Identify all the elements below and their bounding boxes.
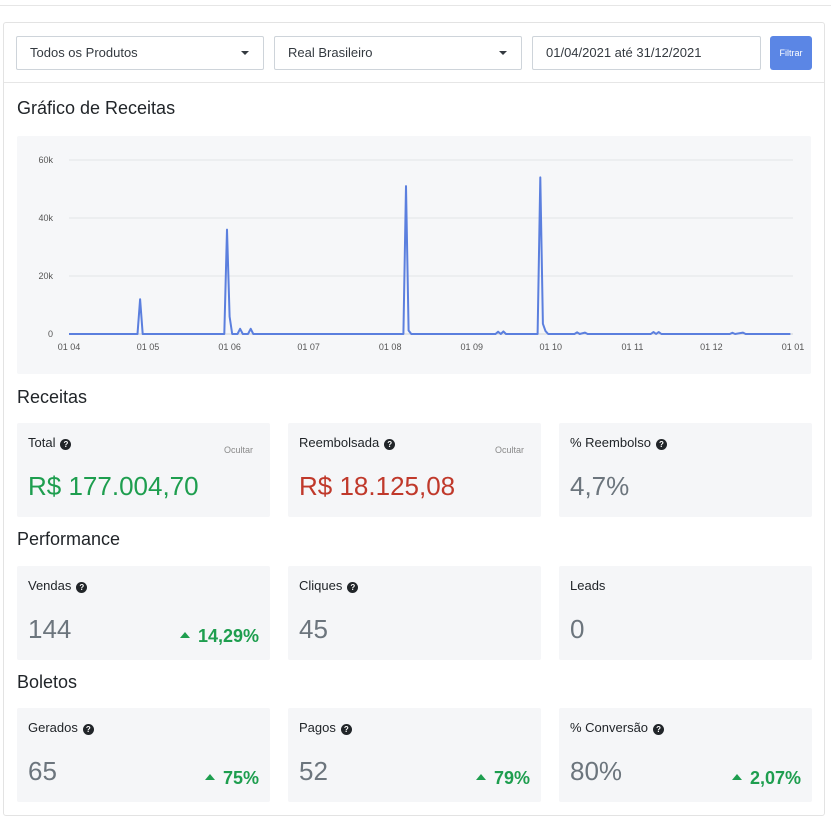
y-tick-label: 40k <box>38 213 53 223</box>
refund-percent-tile: % Reembolso? 4,7% <box>559 423 812 517</box>
help-icon[interactable]: ? <box>340 724 352 735</box>
chart-title: Gráfico de Receitas <box>17 98 176 118</box>
product-select[interactable]: Todos os Produtos <box>16 36 264 70</box>
conversion-tile: % Conversão? 80% 2,07% <box>559 708 812 802</box>
currency-select-value: Real Brasileiro <box>288 45 373 60</box>
refund-percent-label: % Reembolso <box>570 435 651 450</box>
conversion-delta: 2,07% <box>749 768 801 788</box>
leads-value: 0 <box>570 614 585 644</box>
x-tick-label: 01 10 <box>540 342 563 352</box>
clicks-label: Cliques <box>299 578 343 593</box>
x-tick-label: 01 09 <box>461 342 484 352</box>
sales-value: 144 <box>28 614 72 644</box>
product-select-value: Todos os Produtos <box>30 45 138 60</box>
y-tick-label: 60k <box>38 155 53 165</box>
performance-title: Performance <box>17 529 121 549</box>
x-tick-label: 01 06 <box>218 342 241 352</box>
total-revenue-label: Total <box>28 435 56 450</box>
receitas-title: Receitas <box>17 387 88 407</box>
help-icon[interactable]: ? <box>76 582 88 593</box>
paid-boletos-tile: Pagos? 52 79% <box>288 708 541 802</box>
leads-label: Leads <box>570 578 606 593</box>
y-tick-label: 0 <box>48 329 53 339</box>
paid-delta: 79% <box>493 768 530 788</box>
revenue-chart-svg: 0 20k 40k 60k 01 04 01 05 01 06 01 07 01 08 01 09… <box>38 155 805 352</box>
help-icon[interactable]: ? <box>384 439 396 450</box>
help-icon[interactable]: ? <box>82 724 94 735</box>
help-icon[interactable]: ? <box>347 582 359 593</box>
generated-label: Gerados <box>28 720 78 735</box>
x-tick-label: 01 04 <box>58 342 81 352</box>
boletos-title: Boletos <box>17 672 78 692</box>
arrow-up-icon <box>179 632 190 638</box>
clicks-value: 45 <box>299 614 328 644</box>
date-range-value: 01/04/2021 até 31/12/2021 <box>546 45 702 60</box>
arrow-up-icon <box>475 774 486 780</box>
sales-delta: 14,29% <box>197 626 259 646</box>
x-tick-label: 01 12 <box>700 342 723 352</box>
refund-percent-value: 4,7% <box>570 471 630 501</box>
arrow-up-icon <box>731 774 742 780</box>
paid-value: 52 <box>299 756 328 786</box>
total-revenue-tile: Total? Ocultar R$ 177.004,70 <box>17 423 270 517</box>
help-icon[interactable]: ? <box>60 439 72 450</box>
x-tick-label: 01 05 <box>137 342 160 352</box>
filter-button[interactable]: Filtrar <box>770 36 812 70</box>
revenue-series-line <box>69 176 791 335</box>
generated-value: 65 <box>28 756 57 786</box>
paid-label: Pagos <box>299 720 336 735</box>
leads-tile: Leads 0 <box>559 566 812 660</box>
generated-boletos-tile: Gerados? 65 75% <box>17 708 270 802</box>
top-divider <box>0 0 831 6</box>
generated-delta: 75% <box>222 768 259 788</box>
revenue-chart: 0 20k 40k 60k 01 04 01 05 01 06 01 07 01 08 01 09… <box>17 136 811 374</box>
sales-tile: Vendas? 144 14,29% <box>17 566 270 660</box>
dashboard-card: Todos os Produtos Real Brasileiro 01/04/… <box>3 22 825 816</box>
hide-refunded-link[interactable]: Ocultar <box>494 445 524 455</box>
date-range-input[interactable]: 01/04/2021 até 31/12/2021 <box>532 36 761 70</box>
hide-total-link[interactable]: Ocultar <box>223 445 253 455</box>
refunded-revenue-label: Reembolsada <box>299 435 380 450</box>
refunded-revenue-value: R$ 18.125,08 <box>299 471 456 501</box>
chevron-down-icon <box>241 51 249 55</box>
refunded-revenue-tile: Reembolsada? Ocultar R$ 18.125,08 <box>288 423 541 517</box>
chevron-down-icon <box>499 51 507 55</box>
x-tick-label: 01 01 <box>782 342 805 352</box>
sales-label: Vendas <box>28 578 72 593</box>
y-tick-label: 20k <box>38 271 53 281</box>
conversion-value: 80% <box>570 756 623 786</box>
x-tick-label: 01 07 <box>297 342 320 352</box>
total-revenue-value: R$ 177.004,70 <box>28 471 199 501</box>
x-tick-label: 01 08 <box>379 342 402 352</box>
help-icon[interactable]: ? <box>653 724 665 735</box>
x-tick-label: 01 11 <box>621 342 643 352</box>
clicks-tile: Cliques? 45 <box>288 566 541 660</box>
help-icon[interactable]: ? <box>655 439 667 450</box>
arrow-up-icon <box>204 774 215 780</box>
conversion-label: % Conversão <box>570 720 649 735</box>
filter-bar: Todos os Produtos Real Brasileiro 01/04/… <box>4 23 824 83</box>
currency-select[interactable]: Real Brasileiro <box>274 36 522 70</box>
